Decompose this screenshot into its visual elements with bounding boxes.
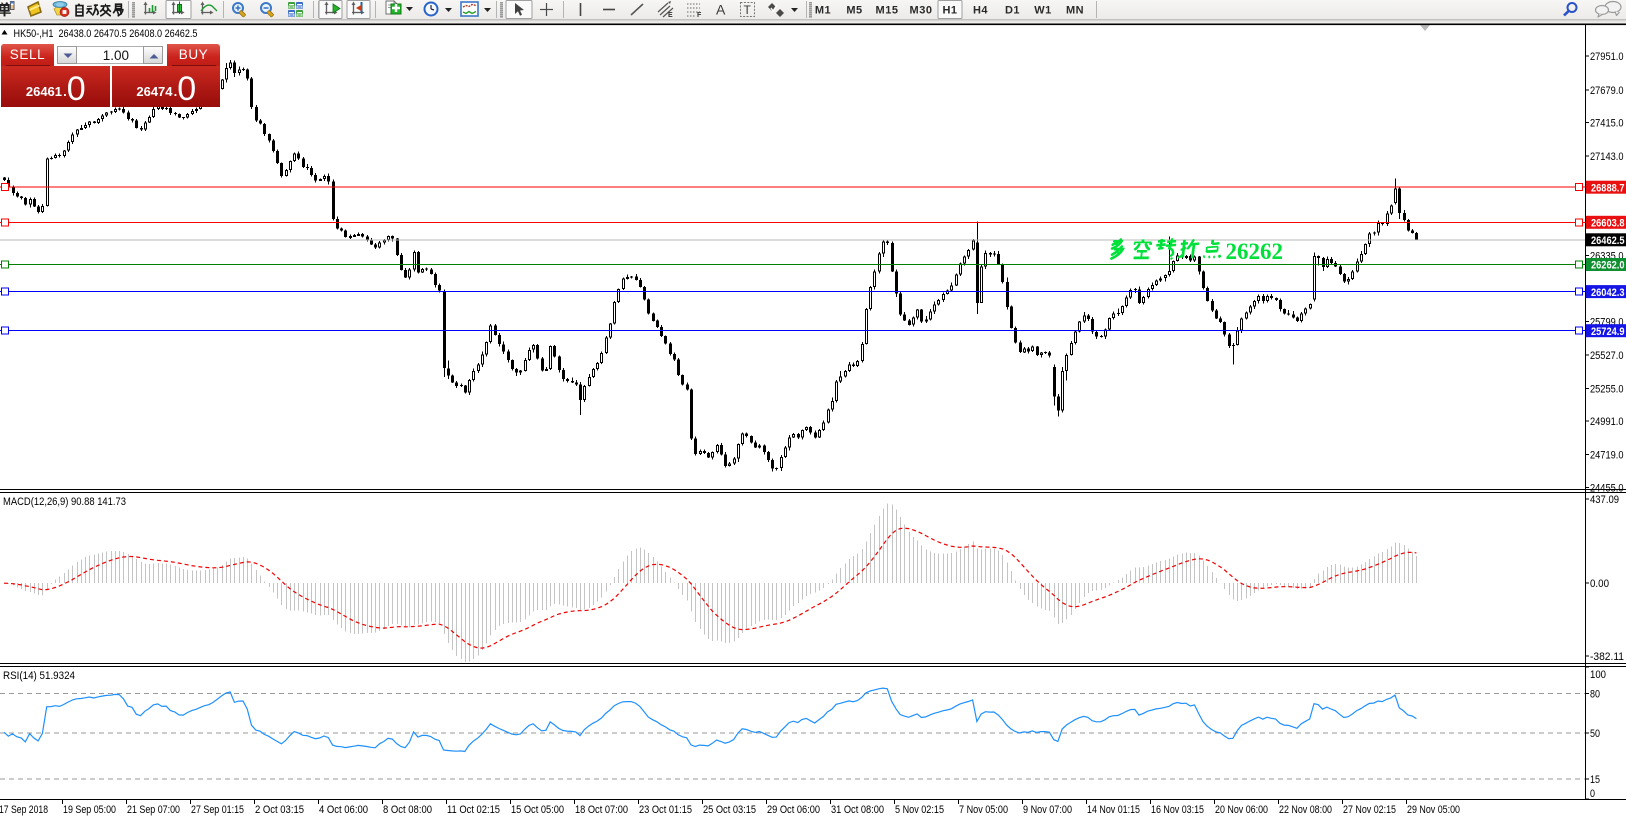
svg-text:25 Oct 03:15: 25 Oct 03:15	[703, 804, 756, 816]
svg-text:80: 80	[1590, 688, 1600, 700]
svg-text:26262.0: 26262.0	[1591, 260, 1625, 272]
svg-text:H4: H4	[973, 5, 988, 17]
svg-text:16 Nov 03:15: 16 Nov 03:15	[1151, 804, 1204, 816]
svg-text:15 Oct 05:00: 15 Oct 05:00	[511, 804, 564, 816]
svg-text:24991.0: 24991.0	[1590, 416, 1624, 428]
svg-text:11 Oct 02:15: 11 Oct 02:15	[447, 804, 500, 816]
svg-text:2 Oct 03:15: 2 Oct 03:15	[255, 804, 304, 816]
svg-text:18 Oct 07:00: 18 Oct 07:00	[575, 804, 628, 816]
svg-text:29 Oct 06:00: 29 Oct 06:00	[767, 804, 820, 816]
svg-text:26462.5: 26462.5	[1591, 235, 1625, 247]
svg-text:M15: M15	[876, 5, 899, 17]
svg-text:27679.0: 27679.0	[1590, 85, 1624, 97]
svg-text:T: T	[744, 3, 752, 17]
svg-text:31 Oct 08:00: 31 Oct 08:00	[831, 804, 884, 816]
svg-text:27 Nov 02:15: 27 Nov 02:15	[1343, 804, 1396, 816]
svg-text:17 Sep 2018: 17 Sep 2018	[0, 804, 48, 816]
svg-text:26042.3: 26042.3	[1591, 287, 1625, 299]
svg-text:M30: M30	[910, 5, 933, 17]
svg-text:50: 50	[1590, 728, 1600, 740]
svg-text:22 Nov 08:00: 22 Nov 08:00	[1279, 804, 1332, 816]
svg-text:27951.0: 27951.0	[1590, 51, 1624, 63]
svg-text:E: E	[668, 12, 673, 19]
svg-text:20 Nov 06:00: 20 Nov 06:00	[1215, 804, 1268, 816]
svg-text:24719.0: 24719.0	[1590, 450, 1624, 462]
svg-text:26888.7: 26888.7	[1591, 182, 1625, 194]
svg-text:14 Nov 01:15: 14 Nov 01:15	[1087, 804, 1140, 816]
svg-text:27415.0: 27415.0	[1590, 117, 1624, 129]
svg-text:F: F	[697, 12, 702, 19]
svg-text:26603.8: 26603.8	[1591, 218, 1625, 230]
svg-text:8 Oct 08:00: 8 Oct 08:00	[383, 804, 432, 816]
svg-text:D1: D1	[1005, 5, 1020, 17]
svg-text:M5: M5	[846, 5, 862, 17]
svg-text:5 Nov 02:15: 5 Nov 02:15	[895, 804, 944, 816]
svg-text:24455.0: 24455.0	[1590, 482, 1624, 494]
svg-text:4 Oct 06:00: 4 Oct 06:00	[319, 804, 368, 816]
svg-text:HK50-,H1 26438.0 26470.5 2640: HK50-,H1 26438.0 26470.5 26408.0 26462.5	[14, 28, 198, 40]
svg-text:H1: H1	[942, 5, 957, 17]
svg-text:25527.0: 25527.0	[1590, 350, 1624, 362]
svg-text:M1: M1	[815, 5, 831, 17]
svg-text:15: 15	[1590, 774, 1600, 786]
svg-text:A: A	[716, 2, 726, 18]
svg-text:MACD(12,26,9) 90.88 141.73: MACD(12,26,9) 90.88 141.73	[3, 496, 126, 508]
svg-text:27143.0: 27143.0	[1590, 151, 1624, 163]
svg-text:0.00: 0.00	[1590, 578, 1609, 590]
svg-text:27 Sep 01:15: 27 Sep 01:15	[191, 804, 244, 816]
svg-text:9 Nov 07:00: 9 Nov 07:00	[1023, 804, 1072, 816]
svg-text:W1: W1	[1034, 5, 1052, 17]
svg-text:437.09: 437.09	[1590, 494, 1619, 506]
svg-text:29 Nov 05:00: 29 Nov 05:00	[1407, 804, 1460, 816]
svg-text:23 Oct 01:15: 23 Oct 01:15	[639, 804, 692, 816]
svg-text:100: 100	[1590, 669, 1606, 681]
svg-text:25724.9: 25724.9	[1591, 326, 1625, 338]
svg-text:26262: 26262	[1226, 239, 1284, 264]
svg-text:21 Sep 07:00: 21 Sep 07:00	[127, 804, 180, 816]
svg-text:19 Sep 05:00: 19 Sep 05:00	[63, 804, 116, 816]
svg-text:RSI(14) 51.9324: RSI(14) 51.9324	[3, 670, 75, 682]
svg-text:-382.11: -382.11	[1590, 651, 1624, 663]
svg-text:MN: MN	[1066, 5, 1084, 17]
svg-text:25255.0: 25255.0	[1590, 384, 1624, 396]
svg-text:7 Nov 05:00: 7 Nov 05:00	[959, 804, 1008, 816]
svg-text:0: 0	[1590, 788, 1595, 800]
